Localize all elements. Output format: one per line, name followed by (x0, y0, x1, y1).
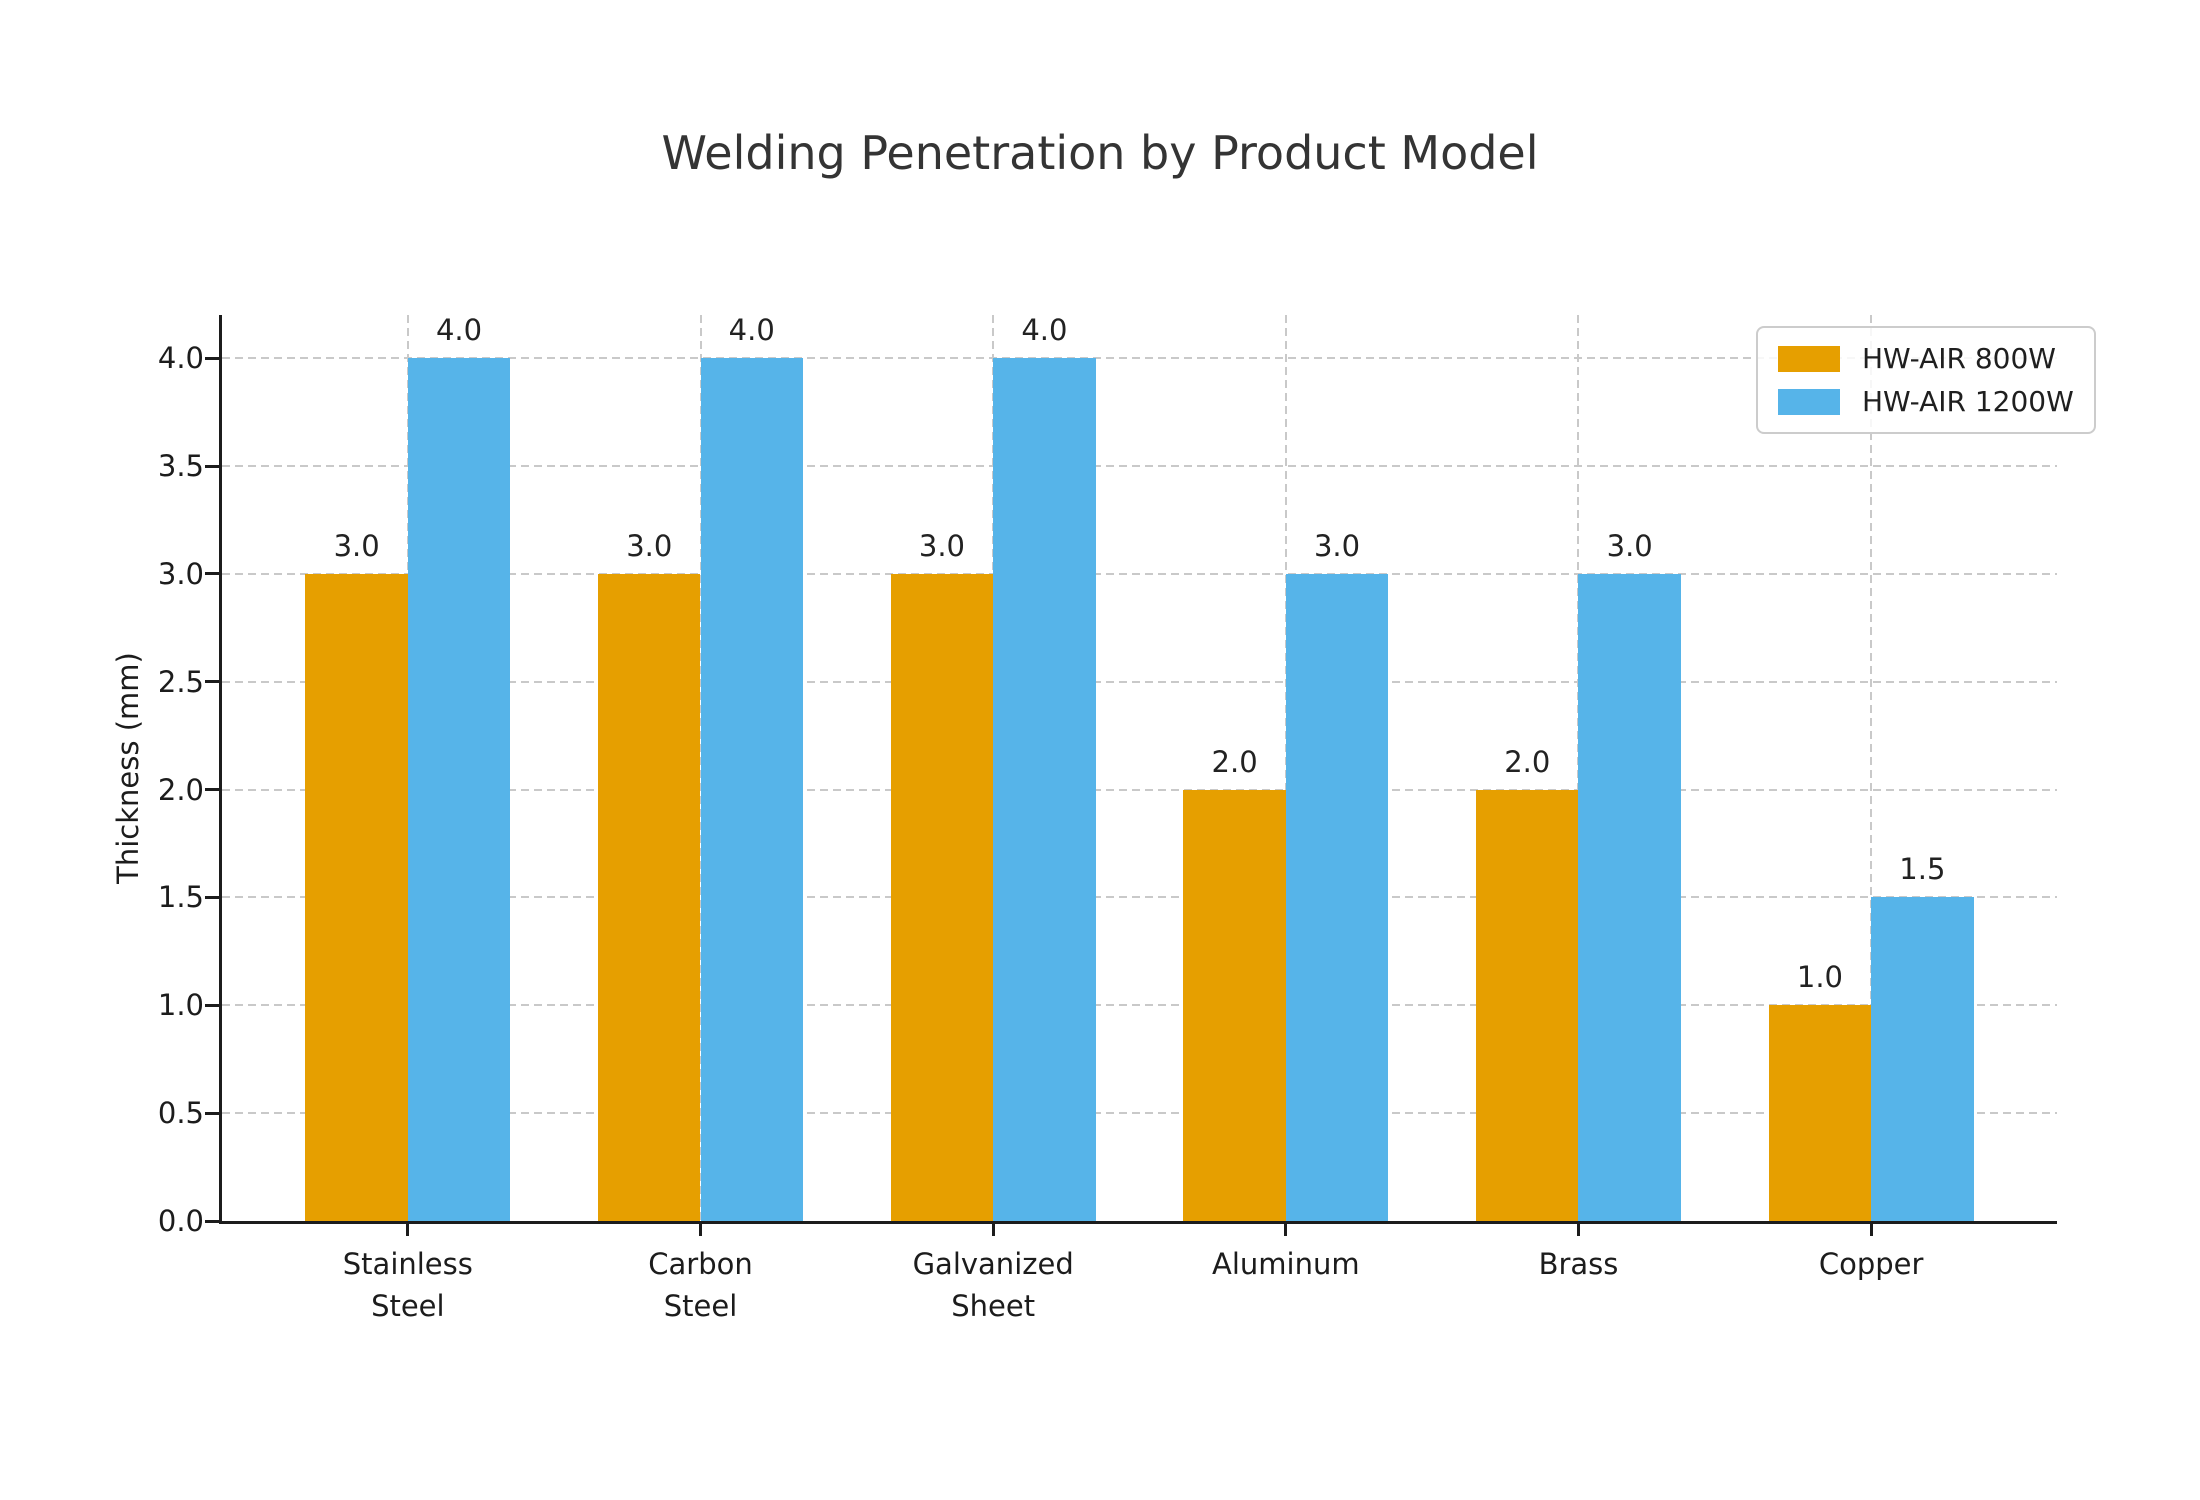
bar-value-label: 3.0 (1606, 528, 1653, 563)
bar-hw-air-800w (1476, 789, 1579, 1221)
gridline-horizontal (222, 357, 2057, 360)
y-tick-label: 2.0 (157, 772, 204, 807)
gridline-horizontal (222, 572, 2057, 575)
gridline-vertical (1870, 315, 1873, 1221)
x-tick-label: Aluminum (1212, 1247, 1360, 1281)
x-tick-mark (991, 1224, 995, 1236)
y-tick-mark (205, 572, 219, 576)
bar-value-label: 4.0 (1021, 313, 1068, 348)
x-tick-label: Brass (1538, 1247, 1619, 1281)
gridline-horizontal (222, 788, 2057, 791)
x-axis-spine (219, 1221, 2057, 1224)
bar-value-label: 2.0 (1504, 744, 1551, 779)
x-tick-label: Copper (1818, 1247, 1924, 1281)
chart-title: Welding Penetration by Product Model (661, 126, 1539, 180)
bar-hw-air-1200w (1285, 573, 1389, 1221)
y-tick-label: 2.5 (157, 664, 204, 699)
gridline-horizontal (222, 680, 2057, 683)
y-tick-label: 3.5 (157, 449, 204, 483)
bar-value-label: 4.0 (435, 313, 483, 348)
bar-value-label: 3.0 (626, 528, 673, 563)
x-tick-label: Stainless Steel (342, 1247, 473, 1323)
bar-hw-air-1200w (993, 358, 1096, 1221)
x-tick-mark (1576, 1224, 1580, 1236)
bar-hw-air-800w (1768, 1005, 1872, 1221)
bar-hw-air-800w (598, 573, 701, 1221)
y-tick-label: 4.0 (157, 341, 204, 376)
legend-label: HW-AIR 1200W (1862, 385, 2074, 418)
bar-value-label: 3.0 (333, 528, 380, 563)
legend-row: HW-AIR 800W (1778, 342, 2074, 375)
bar-hw-air-800w (890, 573, 994, 1221)
y-axis-spine (219, 315, 222, 1224)
bar-hw-air-1200w (1871, 897, 1974, 1221)
y-tick-mark (205, 1111, 219, 1115)
bar-hw-air-1200w (700, 358, 803, 1221)
legend-rows: HW-AIR 800W HW-AIR 1200W (1778, 342, 2074, 418)
bar-hw-air-800w (305, 573, 408, 1221)
y-tick-label: 0.5 (157, 1096, 204, 1131)
x-tick-mark (406, 1224, 410, 1236)
y-tick-mark (205, 464, 219, 468)
y-tick-mark (205, 1003, 219, 1007)
x-tick-label: Galvanized Sheet (912, 1247, 1074, 1323)
gridline-horizontal (222, 465, 2057, 467)
gridline-horizontal (222, 1004, 2057, 1007)
bar-value-label: 2.0 (1211, 744, 1258, 779)
y-tick-mark (205, 1219, 219, 1223)
y-tick-mark (205, 895, 219, 899)
gridline-horizontal (222, 1112, 2057, 1115)
y-tick-mark (205, 788, 219, 792)
legend-row: HW-AIR 1200W (1778, 385, 2074, 418)
gridline-horizontal (222, 896, 2057, 899)
legend-swatch (1778, 388, 1840, 415)
y-tick-label: 1.5 (157, 880, 204, 915)
bar-hw-air-1200w (407, 358, 511, 1221)
y-tick-label: 0.0 (157, 1204, 204, 1238)
bar-value-label: 1.0 (1796, 960, 1843, 995)
x-tick-mark (699, 1224, 702, 1236)
legend: HW-AIR 800W HW-AIR 1200W (1756, 326, 2096, 434)
bar-value-label: 4.0 (728, 313, 775, 348)
x-tick-mark (1869, 1224, 1873, 1236)
x-tick-mark (1284, 1224, 1288, 1236)
legend-swatch (1778, 345, 1840, 372)
bar-hw-air-800w (1183, 789, 1286, 1221)
bar-value-label: 3.0 (1313, 528, 1361, 563)
y-tick-label: 1.0 (157, 988, 204, 1023)
y-tick-label: 3.0 (157, 556, 204, 591)
y-tick-mark (205, 356, 219, 360)
y-tick-mark (205, 680, 219, 684)
bar-value-label: 1.5 (1899, 852, 1946, 887)
bar-value-label: 3.0 (918, 528, 965, 563)
legend-label: HW-AIR 800W (1862, 342, 2056, 375)
bar-hw-air-1200w (1578, 573, 1681, 1221)
x-tick-label: Carbon Steel (648, 1247, 753, 1323)
